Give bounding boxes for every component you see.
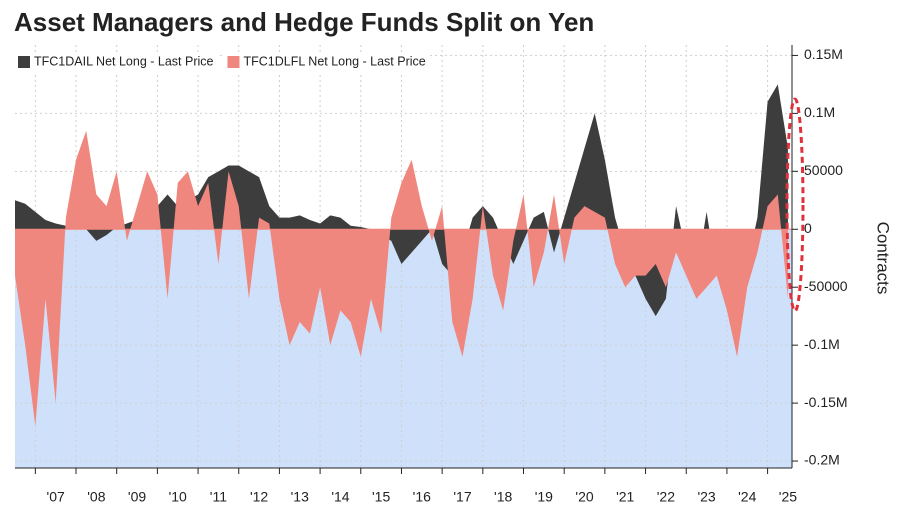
y-tick-label: 50000	[804, 162, 843, 178]
x-tick-label: '08	[87, 489, 105, 505]
x-tick-label: '23	[697, 489, 715, 505]
x-tick-label: '12	[250, 489, 268, 505]
y-tick-label: 0.15M	[804, 46, 843, 62]
x-tick-label: '07	[47, 489, 65, 505]
x-tick-label: '14	[331, 489, 349, 505]
x-tick-label: '09	[128, 489, 146, 505]
area	[15, 130, 788, 427]
x-tick-label: '18	[494, 489, 512, 505]
x-tick-label: '17	[453, 489, 471, 505]
x-tick-label: '20	[575, 489, 593, 505]
x-tick-label: '24	[738, 489, 756, 505]
y-axis-label: Contracts	[874, 222, 893, 295]
y-tick-label: 0	[804, 220, 812, 236]
y-tick-label: -0.1M	[804, 336, 840, 352]
x-tick-label: '25	[779, 489, 797, 505]
y-tick-label: -50000	[804, 278, 848, 294]
annotation-ellipse	[785, 97, 805, 313]
x-tick-label: '10	[169, 489, 187, 505]
legend-label: TFC1DAIL Net Long - Last Price	[34, 54, 214, 68]
y-tick-label: -0.2M	[804, 452, 840, 468]
x-tick-label: '16	[413, 489, 431, 505]
x-tick-label: '21	[616, 489, 634, 505]
x-tick-label: '13	[291, 489, 309, 505]
x-tick-label: '15	[372, 489, 390, 505]
legend-background	[223, 52, 430, 72]
negative-region	[15, 229, 792, 468]
x-tick-label: '11	[210, 489, 227, 505]
x-tick-label: '19	[535, 489, 553, 505]
x-tick-label: '22	[657, 489, 675, 505]
area	[15, 84, 788, 317]
legend-label: TFC1DLFL Net Long - Last Price	[243, 54, 425, 68]
plot-area: 0.15M 0.1M 50000 0 -50000 -0.1M -0.15M -0.2M '07…	[15, 45, 848, 505]
y-tick-label: 0.1M	[804, 104, 835, 120]
legend: TFC1DAIL Net Long - Last Price TFC1DLFL N…	[14, 52, 430, 72]
legend-swatch	[18, 56, 30, 68]
legend-background	[14, 52, 218, 72]
y-tick-label: -0.15M	[804, 394, 848, 410]
chart-title: Asset Managers and Hedge Funds Split on …	[14, 7, 594, 37]
legend-swatch	[227, 56, 240, 68]
